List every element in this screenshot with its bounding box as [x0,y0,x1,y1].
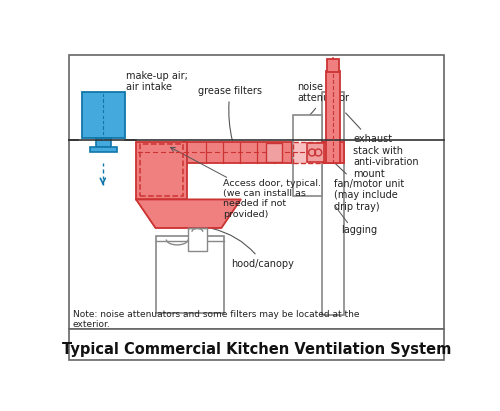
Text: lagging: lagging [342,225,378,235]
Bar [68,329,444,360]
Bar [188,228,206,251]
Bar [90,147,117,152]
Bar [140,144,182,196]
Bar [326,71,340,163]
Bar [292,142,322,163]
Bar [82,92,124,138]
Text: hood/canopy: hood/canopy [212,229,294,269]
Bar [136,142,186,199]
Bar [306,143,324,162]
Bar [322,142,344,163]
Text: Note: noise attenuators and some filters may be located at the
exterior.: Note: noise attenuators and some filters… [72,309,359,329]
Text: grease filters: grease filters [198,86,262,141]
Bar [182,142,324,163]
Bar [266,143,282,162]
Bar [292,115,322,196]
Bar [156,236,224,313]
Polygon shape [136,199,241,228]
Text: exhaust
stack with
anti-vibration
mount: exhaust stack with anti-vibration mount [346,113,419,179]
Text: Access door, typical.
(we can install as
needed if not
provided): Access door, typical. (we can install as… [223,179,321,219]
Text: fan/motor unit
(may include
drip tray): fan/motor unit (may include drip tray) [326,155,404,212]
Text: Typical Commercial Kitchen Ventilation System: Typical Commercial Kitchen Ventilation S… [62,342,451,357]
Text: noise
attenuator: noise attenuator [298,82,350,115]
Bar [327,58,339,72]
Bar [68,55,444,329]
Bar [322,92,344,315]
Text: make-up air;
air intake: make-up air; air intake [106,71,188,95]
Bar [96,138,112,147]
